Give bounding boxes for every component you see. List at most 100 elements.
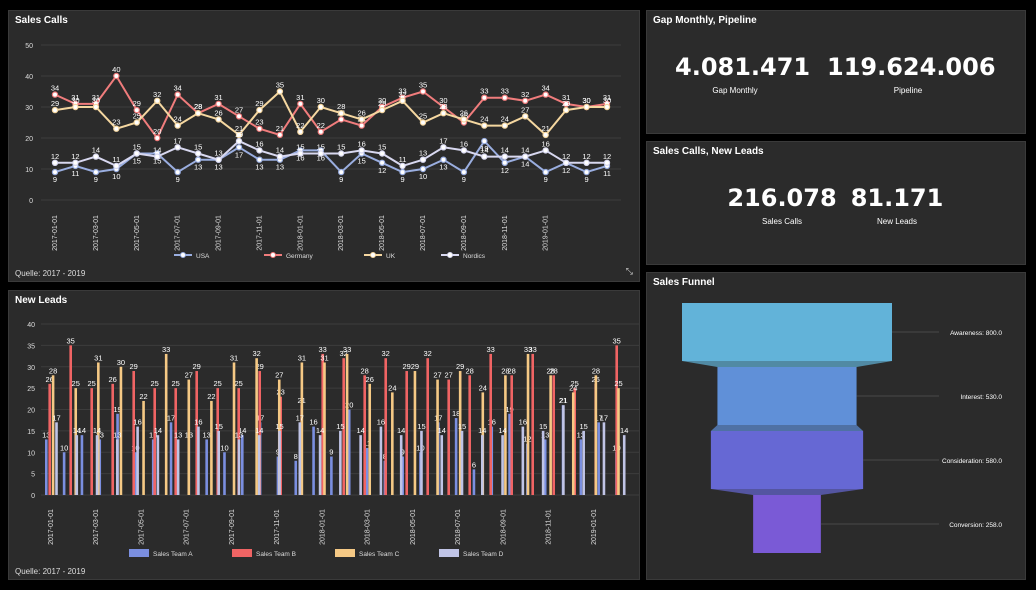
bar-team_a — [205, 439, 208, 495]
line-point-uk — [338, 109, 345, 117]
line-x-tick-label: 2018-05-01 — [379, 215, 386, 251]
line-point-uk — [276, 88, 284, 95]
bar-team_d — [582, 430, 585, 495]
line-data-label: 15 — [337, 143, 345, 152]
sales-funnel-title: Sales Funnel — [653, 277, 715, 288]
line-data-label: 23 — [112, 118, 120, 127]
bar-data-label: 9 — [329, 448, 333, 457]
line-x-tick-label: 2017-09-01 — [216, 215, 223, 251]
bar-team_c — [594, 375, 598, 495]
line-data-label: 32 — [398, 90, 406, 99]
line-point-nordics — [440, 144, 447, 151]
line-point-uk — [92, 103, 100, 111]
line-data-label: 31 — [92, 93, 100, 102]
line-point-uk — [174, 122, 181, 129]
line-data-label: 31 — [71, 93, 79, 102]
bar-data-label: 31 — [298, 353, 306, 362]
line-point-germany — [522, 97, 529, 105]
bar-data-label: 29 — [411, 362, 419, 371]
bar-data-label: 26 — [46, 375, 54, 384]
bar-data-label: 29 — [130, 362, 138, 371]
bar-team_d — [55, 422, 58, 495]
line-data-label: 13 — [419, 149, 427, 158]
sales-calls-chart: 0 10 20 30 40 50 2017-01-01 2017-03-01 2017-05-0… — [25, 43, 621, 260]
bar-y-tick-label: 30 — [27, 365, 35, 372]
sales-calls-panel: Sales Calls 0 10 20 30 40 50 2017-01-01 2017-03… — [8, 10, 640, 282]
bar-team_d — [480, 435, 484, 495]
bar-data-label: 17 — [52, 413, 60, 422]
line-data-label: 29 — [255, 99, 263, 108]
bar-data-label: 24 — [479, 383, 487, 392]
line-point-usa — [92, 168, 100, 176]
bar-data-label: 16 — [519, 418, 527, 427]
bar-data-label: 9 — [276, 448, 280, 457]
bar-data-label: 14 — [438, 426, 446, 435]
bar-data-label: 35 — [67, 336, 75, 345]
line-point-nordics — [542, 147, 549, 154]
bar-data-label: 14 — [620, 426, 628, 435]
bar-team_b — [552, 375, 555, 495]
line-x-tick-label: 2018-01-01 — [297, 215, 304, 251]
bar-team_c — [617, 388, 620, 495]
line-y-tick-label: 50 — [25, 43, 33, 50]
line-point-nordics — [399, 162, 406, 170]
line-data-label: 12 — [51, 152, 59, 161]
bar-team_c — [323, 362, 326, 495]
bar-data-label: 14 — [238, 426, 246, 435]
bar-data-label: 14 — [356, 426, 364, 435]
bar-data-label: 33 — [162, 345, 170, 354]
line-data-label: 28 — [337, 102, 345, 111]
bar-data-label: 28 — [546, 366, 554, 375]
bar-data-label: 14 — [478, 426, 486, 435]
bar-team_d — [75, 435, 79, 495]
line-data-label: 19 — [235, 130, 243, 139]
bar-team_a — [223, 452, 226, 495]
line-point-germany — [51, 91, 59, 98]
bar-data-label: 25 — [571, 379, 579, 388]
line-point-nordics — [358, 147, 365, 154]
bar-team_a — [330, 456, 333, 495]
line-point-uk — [51, 106, 59, 114]
bar-team_d — [420, 430, 423, 495]
line-data-label: 32 — [153, 90, 161, 99]
bar-team_a — [401, 456, 404, 495]
line-data-label: 27 — [521, 105, 529, 114]
sales-funnel-panel: Sales Funnel Awareness: 800.0 Interest: 5… — [646, 272, 1026, 580]
calls-leads-title: Sales Calls, New Leads — [653, 146, 764, 157]
bar-y-tick-label: 25 — [27, 386, 35, 393]
bar-team_c — [504, 375, 507, 495]
line-point-germany — [174, 91, 181, 98]
legend-swatch-team_c — [335, 549, 355, 557]
line-x-tick-label: 2018-09-01 — [461, 215, 468, 251]
line-point-usa — [583, 168, 590, 176]
line-point-uk — [358, 116, 365, 123]
bar-team_b — [321, 353, 324, 495]
bar-team_a — [98, 439, 102, 495]
line-point-nordics — [235, 137, 243, 145]
bar-team_d — [257, 435, 261, 495]
line-point-germany — [276, 131, 284, 139]
line-point-usa — [399, 168, 406, 176]
bar-data-label: 10 — [131, 443, 139, 452]
line-y-tick-label: 0 — [29, 198, 33, 205]
line-point-usa — [481, 137, 488, 145]
bar-team_c — [119, 366, 123, 495]
legend-marker-germany — [270, 252, 276, 258]
pipeline-label: Pipeline — [893, 86, 923, 95]
bar-x-tick-label: 2017-07-01 — [184, 509, 191, 545]
line-point-usa — [440, 156, 447, 163]
funnel-stage-label: Consideration: 580.0 — [942, 458, 1002, 465]
line-data-label: 11 — [72, 169, 80, 178]
line-point-germany — [133, 106, 140, 114]
bar-data-label: 14 — [78, 426, 86, 435]
bar-team_d — [95, 435, 99, 495]
line-point-germany — [481, 94, 488, 101]
line-data-label: 30 — [582, 96, 590, 105]
sales-calls-value: 216.078 — [727, 184, 837, 212]
bar-data-label: 27 — [445, 371, 453, 380]
expand-icon[interactable]: ⤡ — [625, 266, 633, 276]
bar-data-label: 25 — [151, 379, 159, 388]
line-data-label: 16 — [317, 153, 325, 162]
bar-team_d — [197, 426, 200, 495]
line-data-label: 26 — [214, 108, 222, 117]
